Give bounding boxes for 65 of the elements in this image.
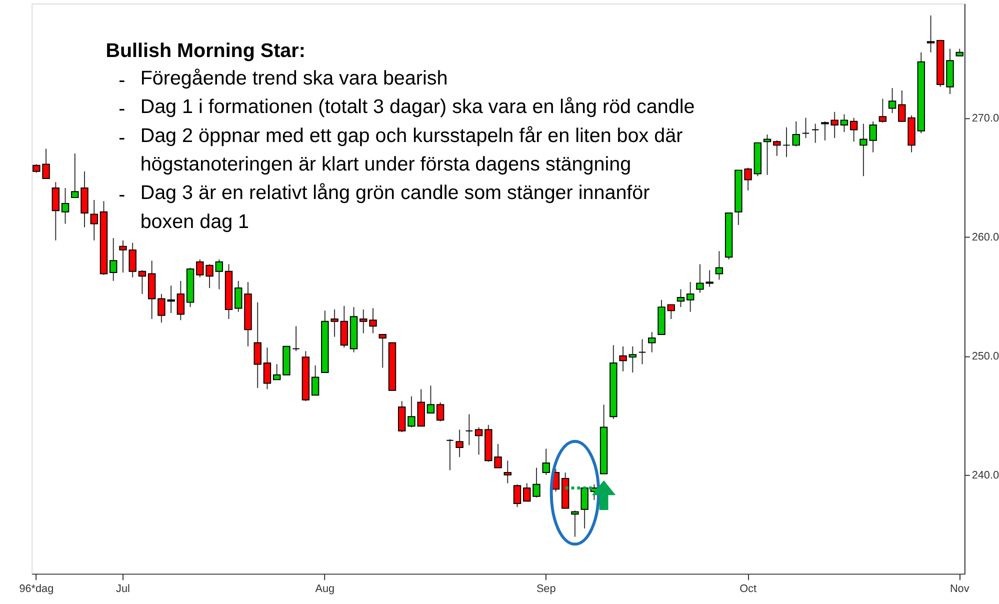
candlestick xyxy=(667,304,675,320)
candlestick xyxy=(465,414,474,446)
x-tick-label: Oct xyxy=(740,582,756,595)
candlestick xyxy=(234,280,242,312)
candlestick xyxy=(61,188,70,224)
candlestick xyxy=(215,258,223,290)
candlestick xyxy=(571,510,579,538)
candlestick xyxy=(474,426,483,456)
candlestick xyxy=(292,326,300,352)
candlestick xyxy=(513,484,522,508)
candlestick xyxy=(850,117,858,142)
y-tick-label: 240.0 xyxy=(972,469,999,482)
candlestick xyxy=(686,282,694,312)
candlestick xyxy=(676,288,685,308)
candlestick xyxy=(715,250,724,280)
candlestick xyxy=(176,280,185,321)
candlestick xyxy=(532,467,540,498)
annotation: - Dag 1 i formationen (totalt 3 dagar) ska vara en lång röd candle xyxy=(118,96,695,120)
candlestick xyxy=(782,126,790,158)
candlestick xyxy=(628,346,637,374)
annotation: - Dag 2 öppnar med ett gap och kursstapeln får en liten box där högstanoteringen är klart under första dagens stängning xyxy=(118,124,684,176)
text: Bullish Morning Star: xyxy=(106,40,306,62)
candlestick xyxy=(888,88,896,114)
candlestick xyxy=(926,14,935,53)
candlestick xyxy=(263,347,272,390)
candlestick xyxy=(138,270,146,294)
candlestick xyxy=(773,140,781,156)
candlestick xyxy=(878,98,887,124)
candlestick xyxy=(580,488,588,529)
candlestick xyxy=(648,332,656,353)
candlestick xyxy=(426,385,435,414)
candlestick xyxy=(523,482,531,502)
candlestick xyxy=(378,334,386,368)
candlestick xyxy=(619,346,627,372)
candlestick xyxy=(542,448,550,476)
candlestick xyxy=(52,182,60,241)
candlestick xyxy=(456,429,464,458)
candlestick xyxy=(436,402,444,422)
x-tick-label: Aug xyxy=(315,582,335,595)
x-tick-label: 96*dag xyxy=(19,582,54,595)
candlestick xyxy=(360,308,368,334)
candlestick xyxy=(369,308,377,334)
annotation: - Dag 3 är en relativt lång grön candle som stänger innanför boxen dag 1 xyxy=(118,182,650,233)
candlestick xyxy=(763,134,772,176)
candlestick xyxy=(90,199,98,241)
candlestick xyxy=(311,364,320,396)
y-tick-label: 270.0 xyxy=(972,112,999,124)
x-tick-label: Sep xyxy=(536,582,556,595)
annotation: - Föregående trend ska vara bearish xyxy=(118,68,448,92)
candlestick xyxy=(840,114,848,133)
candlestick xyxy=(340,305,348,348)
candlestick xyxy=(504,460,512,484)
candlestick xyxy=(812,123,820,144)
candlestick xyxy=(446,438,454,471)
candlestick xyxy=(254,302,262,389)
candlestick xyxy=(272,364,281,380)
candlestick xyxy=(638,338,646,365)
candlestick xyxy=(398,400,406,433)
y-tick-label: 250.0 xyxy=(972,350,999,362)
candlestick xyxy=(802,117,810,139)
y-tick-label: 260.0 xyxy=(972,231,999,244)
x-tick-label: Jul xyxy=(116,582,130,595)
candlestick xyxy=(792,120,800,147)
candlestick xyxy=(110,238,118,282)
x-tick-label: Nov xyxy=(950,582,970,595)
